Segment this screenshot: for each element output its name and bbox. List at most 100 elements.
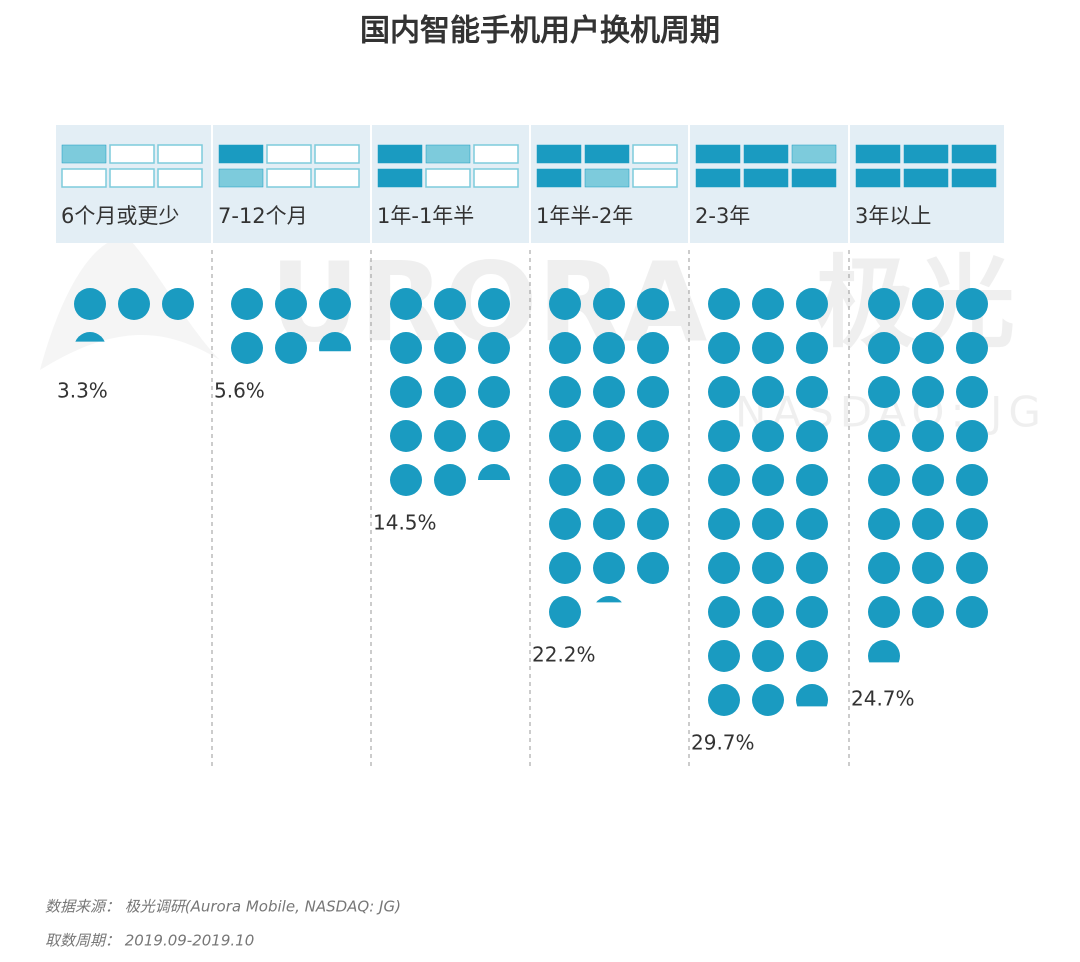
waffle-dot (478, 376, 510, 408)
waffle-dot (390, 332, 422, 364)
waffle-dot (434, 420, 466, 452)
chart-title: 国内智能手机用户换机周期 (360, 14, 720, 49)
waffle-dot (637, 332, 669, 364)
waffle-dot (637, 376, 669, 408)
waffle-dot (708, 684, 740, 716)
waffle-dot (637, 288, 669, 320)
header-icon (61, 168, 107, 188)
waffle-dot (390, 376, 422, 408)
waffle-dot (549, 420, 581, 452)
waffle-dot (796, 332, 828, 364)
header-icon (109, 168, 155, 188)
waffle-dot (796, 640, 828, 672)
header-icon (314, 168, 360, 188)
waffle-dot (593, 508, 625, 540)
waffle-dot (593, 420, 625, 452)
waffle-dot (549, 464, 581, 496)
waffle-dot-partial (319, 332, 351, 352)
waffle-dot (752, 288, 784, 320)
waffle-dot (752, 684, 784, 716)
waffle-dot (390, 420, 422, 452)
waffle-dot (708, 464, 740, 496)
waffle-dot (796, 376, 828, 408)
period: 取数周期： 2019.09-2019.10 (45, 932, 254, 950)
header-icon (314, 144, 360, 164)
waffle-dot (708, 552, 740, 584)
header-icon (855, 168, 901, 188)
waffle-dot (434, 376, 466, 408)
waffle-dot (637, 420, 669, 452)
value-label: 24.7% (851, 687, 915, 711)
header-icon (855, 144, 901, 164)
header-icon (791, 144, 837, 164)
header-icon (266, 168, 312, 188)
header-icon (377, 168, 423, 188)
waffle-dot (752, 508, 784, 540)
value-label: 14.5% (373, 511, 437, 535)
waffle-dot (549, 552, 581, 584)
waffle-dot-partial (75, 332, 105, 342)
value-label: 22.2% (532, 643, 596, 667)
waffle-dot (549, 288, 581, 320)
waffle-dot (752, 552, 784, 584)
header-icon (695, 168, 741, 188)
waffle-dot (637, 464, 669, 496)
waffle-dot (956, 596, 988, 628)
waffle-dot (796, 288, 828, 320)
waffle-dot (912, 508, 944, 540)
waffle-dot (434, 464, 466, 496)
waffle-dot (708, 420, 740, 452)
waffle-dot (319, 288, 351, 320)
waffle-dot (231, 288, 263, 320)
waffle-dot (956, 508, 988, 540)
waffle-dot (593, 552, 625, 584)
waffle-dot (868, 464, 900, 496)
waffle-dot (956, 464, 988, 496)
waffle-dot (796, 552, 828, 584)
waffle-dot (708, 376, 740, 408)
header-icon (743, 168, 789, 188)
header-icon (791, 168, 837, 188)
waffle-dot-partial (478, 464, 510, 480)
category-label: 2-3年 (695, 204, 750, 228)
waffle-dot (796, 596, 828, 628)
waffle-dot (549, 508, 581, 540)
waffle-dot (956, 420, 988, 452)
header-icon (266, 144, 312, 164)
waffle-dot (637, 508, 669, 540)
waffle-dot (708, 596, 740, 628)
value-label: 29.7% (691, 731, 755, 755)
header-icon (157, 144, 203, 164)
category-label: 7-12个月 (218, 204, 308, 228)
header-icon (536, 168, 582, 188)
category-label: 1年半-2年 (536, 204, 633, 228)
waffle-dot (275, 288, 307, 320)
header-icon (218, 168, 264, 188)
waffle-dot (708, 508, 740, 540)
waffle-dot (912, 332, 944, 364)
waffle-dot (868, 332, 900, 364)
waffle-dot (868, 508, 900, 540)
waffle-dot (796, 508, 828, 540)
category-label: 6个月或更少 (61, 204, 179, 228)
waffle-dot (593, 464, 625, 496)
waffle-dot (752, 420, 784, 452)
waffle-dot (162, 288, 194, 320)
header-icon (425, 144, 471, 164)
waffle-dot (708, 640, 740, 672)
value-label: 5.6% (214, 379, 265, 403)
waffle-dot (912, 420, 944, 452)
header-icon (109, 144, 155, 164)
header-icon (473, 144, 519, 164)
header-icon (425, 168, 471, 188)
header-icon (632, 144, 678, 164)
waffle-dot-partial (596, 596, 622, 603)
waffle-dot (549, 376, 581, 408)
waffle-dot-partial (868, 640, 900, 663)
header-icon (377, 144, 423, 164)
waffle-dot (912, 464, 944, 496)
waffle-dot (796, 464, 828, 496)
header-icon (584, 144, 630, 164)
header-icon (584, 168, 630, 188)
